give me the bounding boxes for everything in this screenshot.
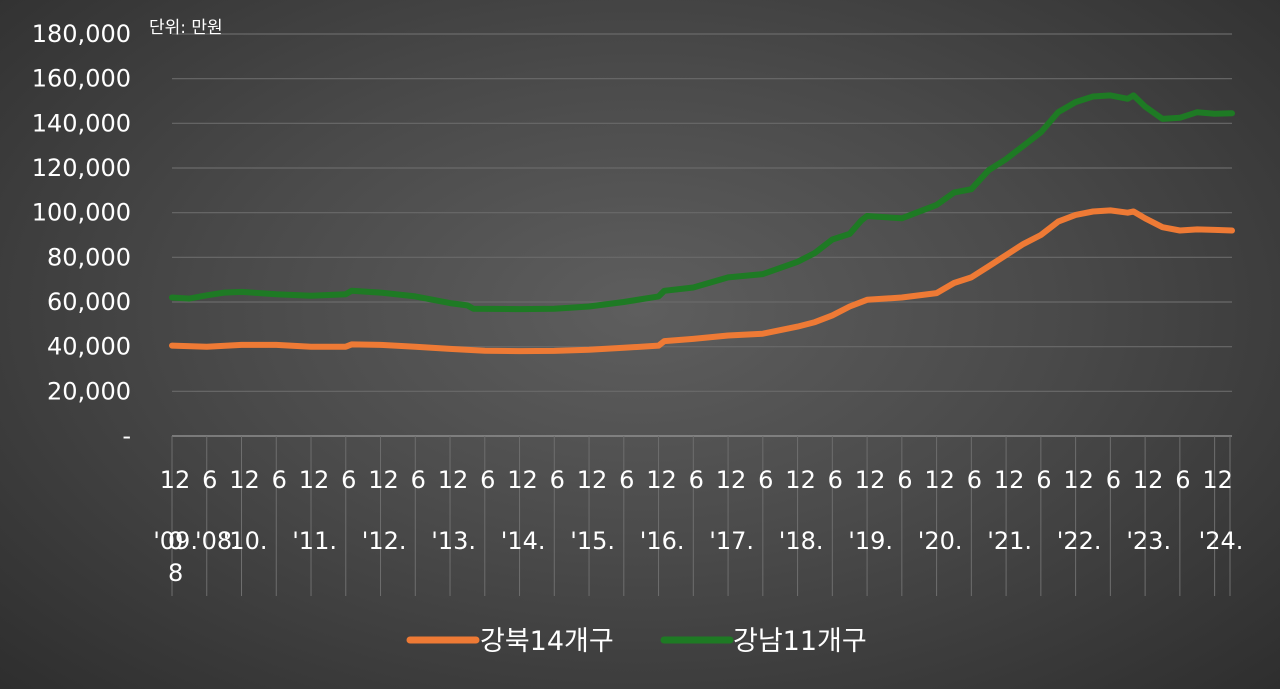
x-month-label: 6 bbox=[897, 466, 912, 494]
y-tick-label: 40,000 bbox=[47, 333, 131, 361]
y-tick-label: 60,000 bbox=[47, 288, 131, 316]
x-month-label: 6 bbox=[202, 466, 217, 494]
y-tick-label: 20,000 bbox=[47, 377, 131, 405]
x-month-label: 6 bbox=[828, 466, 843, 494]
x-month-label: 12 bbox=[438, 466, 469, 494]
x-month-label: 12 bbox=[1063, 466, 1094, 494]
x-year-label: '18. bbox=[779, 527, 824, 555]
x-month-label: 12 bbox=[646, 466, 677, 494]
series-line-2 bbox=[169, 92, 1235, 313]
x-year-label: '20. bbox=[918, 527, 963, 555]
x-year-label: '13. bbox=[431, 527, 476, 555]
x-month-label: 6 bbox=[619, 466, 634, 494]
x-month-label: 12 bbox=[577, 466, 608, 494]
x-month-label: 12 bbox=[855, 466, 886, 494]
series-lines bbox=[169, 92, 1235, 355]
x-month-label: 6 bbox=[967, 466, 982, 494]
x-month-label: 12 bbox=[1202, 466, 1233, 494]
y-tick-label: 180,000 bbox=[32, 20, 131, 48]
x-month-label: 6 bbox=[689, 466, 704, 494]
x-year-label: '16. bbox=[640, 527, 685, 555]
x-month-label: 12 bbox=[229, 466, 260, 494]
y-tick-label: 160,000 bbox=[32, 65, 131, 93]
x-month-label: 12 bbox=[1133, 466, 1164, 494]
x-year-label: '11. bbox=[292, 527, 337, 555]
x-year-label: '14. bbox=[501, 527, 546, 555]
x-year-label: '10. bbox=[223, 527, 268, 555]
x-month-label: 12 bbox=[507, 466, 538, 494]
x-year-label: '17. bbox=[709, 527, 754, 555]
x-month-label: 12 bbox=[299, 466, 330, 494]
x-month-label: 6 bbox=[758, 466, 773, 494]
series-line-1 bbox=[169, 207, 1235, 355]
x-month-label: 12 bbox=[160, 466, 191, 494]
legend-label: 강북14개구 bbox=[480, 626, 614, 657]
unit-label: 단위: 만원 bbox=[149, 18, 223, 38]
y-tick-label: 80,000 bbox=[47, 243, 131, 271]
x-month-label: 12 bbox=[368, 466, 399, 494]
x-year-label: '09. bbox=[153, 527, 198, 555]
y-tick-label: 120,000 bbox=[32, 154, 131, 182]
x-month-label: 12 bbox=[716, 466, 747, 494]
x-month-label: 6 bbox=[550, 466, 565, 494]
legend: 강북14개구 강남11개구 bbox=[406, 626, 867, 657]
x-year-label: '12. bbox=[362, 527, 407, 555]
legend-label: 강남11개구 bbox=[733, 626, 867, 657]
grid bbox=[171, 33, 1232, 596]
x-year-label: '15. bbox=[570, 527, 615, 555]
x-month-label: 6 bbox=[1036, 466, 1051, 494]
x-month-label: 12 bbox=[785, 466, 816, 494]
x-year-label: '19. bbox=[848, 527, 893, 555]
x-month-label: 6 bbox=[411, 466, 426, 494]
x-month-label: 6 bbox=[1175, 466, 1190, 494]
x-month-label: 12 bbox=[994, 466, 1025, 494]
x-month-label: 6 bbox=[1106, 466, 1121, 494]
x-year-label: '21. bbox=[987, 527, 1032, 555]
x-year-label: 0 8'08. bbox=[168, 527, 240, 587]
x-axis-ticks: 12 6 12 6 12 6 12 6 12 6 12 6 12 6 12 6 12 6 12 6 12 6 12 6 12 6 1… bbox=[153, 466, 1243, 587]
x-month-label: 6 bbox=[341, 466, 356, 494]
x-year-label: '22. bbox=[1057, 527, 1102, 555]
x-year-label: '23. bbox=[1126, 527, 1171, 555]
y-tick-label: 140,000 bbox=[32, 109, 131, 137]
x-month-label: 6 bbox=[480, 466, 495, 494]
y-axis-ticks: - 20,000 40,000 60,000 80,000 100,000 120,000 1… bbox=[32, 20, 131, 450]
y-tick-label: 100,000 bbox=[32, 199, 131, 227]
y-tick-label: - bbox=[122, 422, 131, 450]
x-month-label: 6 bbox=[272, 466, 287, 494]
x-year-label: '24. bbox=[1199, 527, 1244, 555]
x-month-label: 12 bbox=[924, 466, 955, 494]
